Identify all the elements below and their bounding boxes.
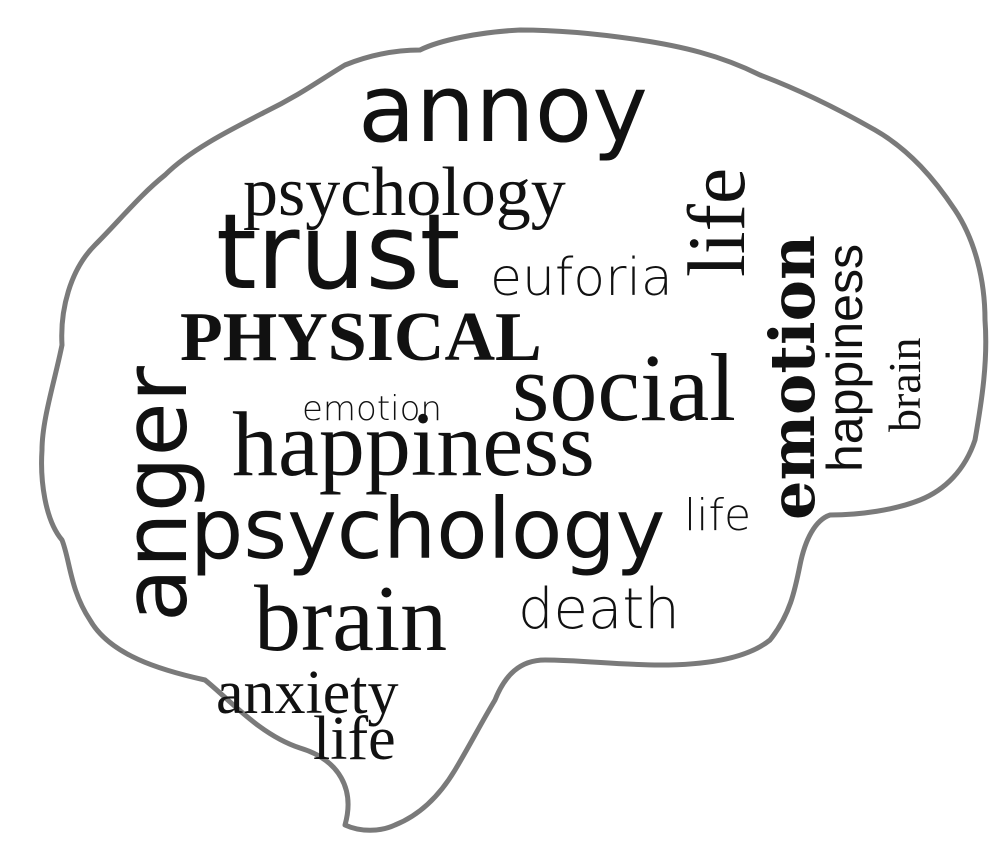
word-trust: trust <box>216 191 461 313</box>
word-emotion-small: emotion <box>302 389 442 429</box>
word-psychology-top: psychology <box>243 154 566 231</box>
word-happiness: happiness <box>232 393 595 495</box>
word-life-small: life <box>684 490 752 541</box>
word-physical: PHYSICAL <box>180 299 542 376</box>
word-life-vertical: life <box>671 167 762 277</box>
word-anger-vertical: anger <box>104 366 207 622</box>
word-emotion-vertical: emotion <box>756 234 829 520</box>
word-death: death <box>518 577 680 642</box>
word-annoy: annoy <box>358 55 648 164</box>
word-anxiety: anxiety <box>216 659 399 727</box>
word-brain-vertical: brain <box>879 337 930 432</box>
word-brain: brain <box>254 567 448 671</box>
word-psychology-main: psychology <box>190 480 666 578</box>
word-happiness-vertical: happiness <box>817 244 873 472</box>
word-life-bottom: life <box>313 705 396 773</box>
word-euforia: euforia <box>490 248 673 308</box>
word-social: social <box>512 334 736 441</box>
